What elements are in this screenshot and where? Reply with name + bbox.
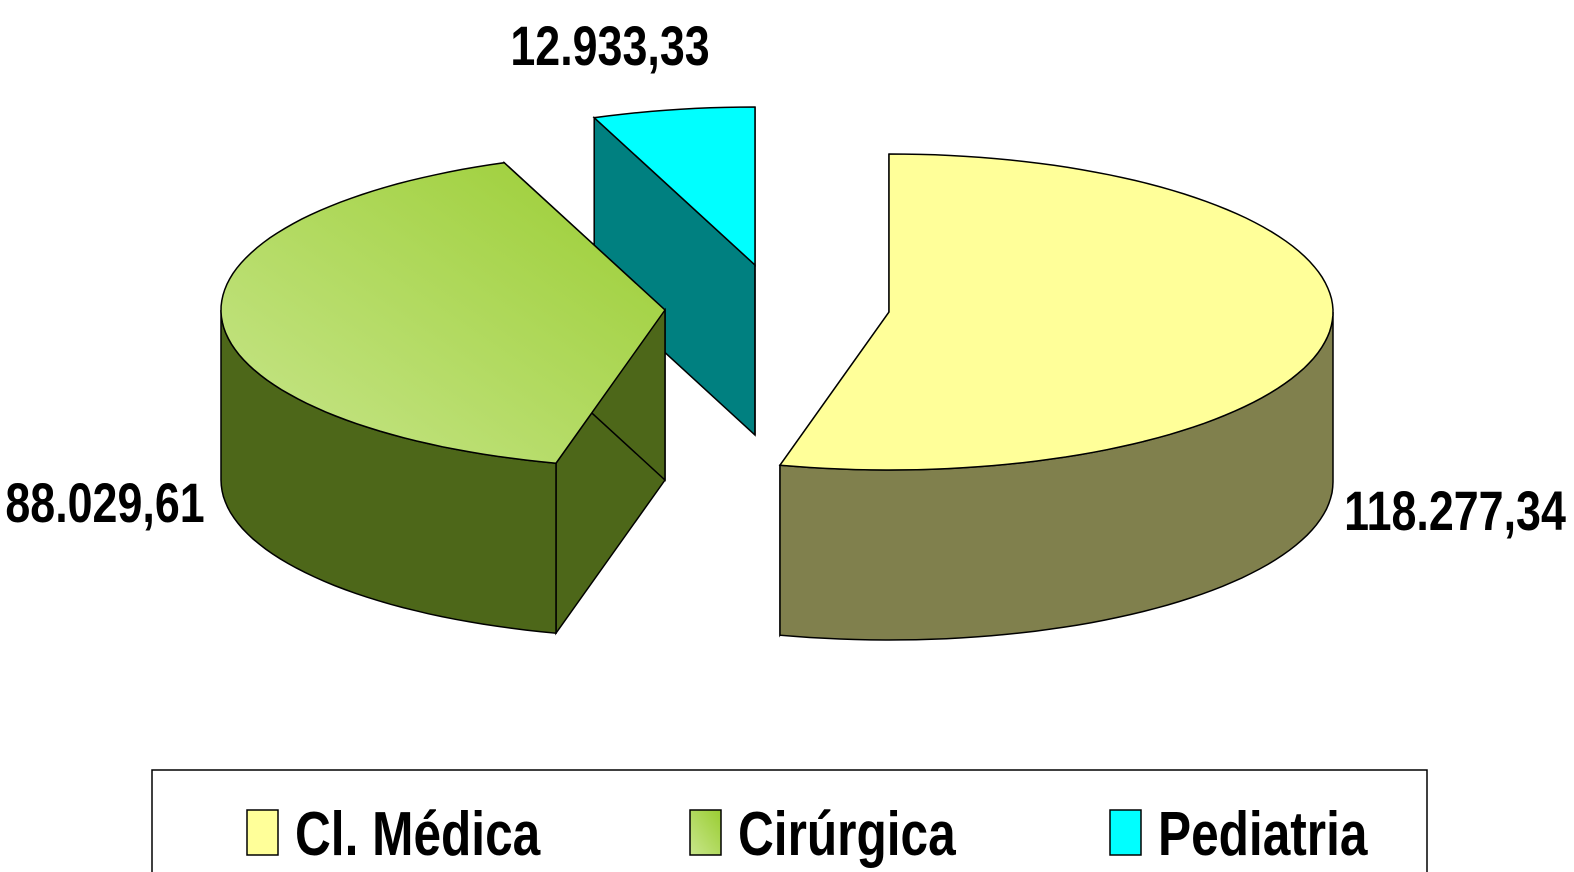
legend-label: Cirúrgica [738,799,956,869]
legend-swatch [1109,809,1142,856]
legend-label: Pediatria [1158,799,1368,869]
data-label: 88.029,61 [5,471,204,534]
legend-label: Cl. Médica [295,799,541,869]
data-label: 12.933,33 [510,14,709,77]
legend-box [151,769,1428,872]
legend-swatch [246,809,279,856]
slice [220,161,666,464]
slice [778,153,1334,471]
data-label: 118.277,34 [1344,479,1566,542]
slice [592,106,756,267]
legend-swatch [689,809,722,856]
